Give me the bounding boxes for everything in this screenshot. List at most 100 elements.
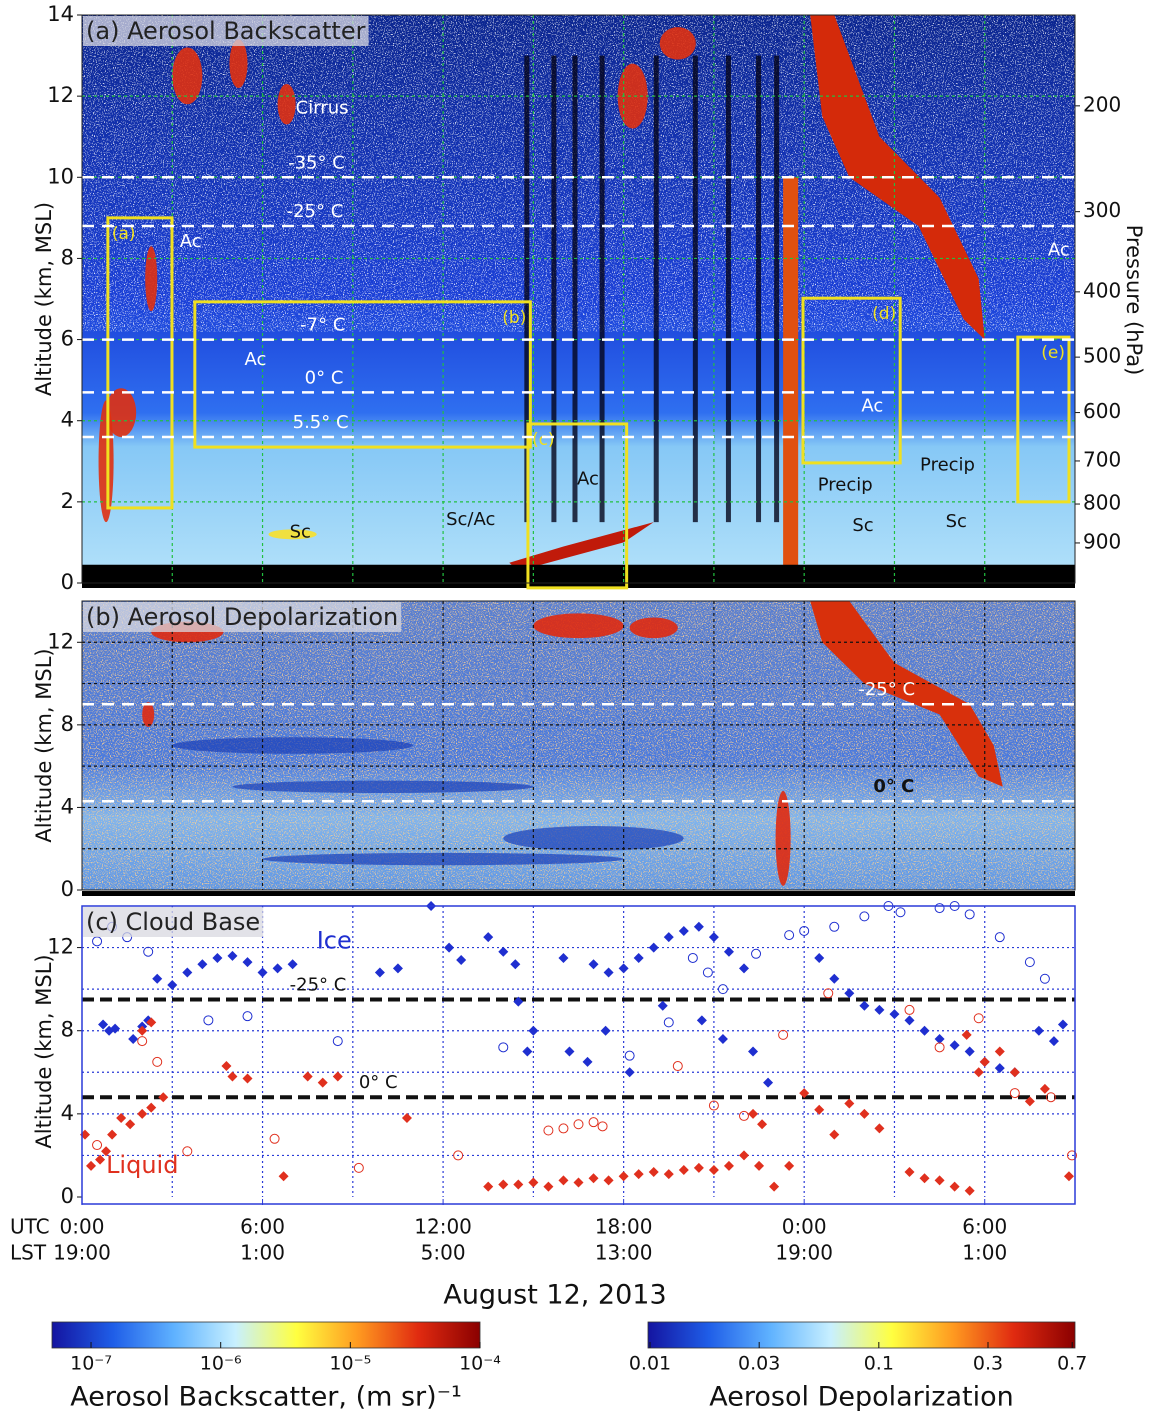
data-point — [564, 1046, 575, 1057]
data-point — [101, 1146, 112, 1157]
data-point — [597, 1121, 608, 1132]
data-point — [814, 952, 825, 963]
data-point — [904, 1004, 915, 1015]
y-tick-label: 2 — [61, 489, 74, 513]
y-tick-label: 4 — [61, 408, 74, 432]
y-tick-label: 12 — [47, 935, 74, 959]
data-point — [919, 1025, 930, 1036]
data-point — [919, 1173, 930, 1184]
signal-dropout — [572, 55, 578, 523]
data-point — [624, 1067, 635, 1078]
layer-feature — [172, 737, 413, 754]
annotation: Cirrus — [296, 97, 349, 118]
data-point — [748, 1108, 759, 1119]
layer-feature — [503, 826, 684, 851]
data-point — [272, 963, 283, 974]
data-point — [723, 946, 734, 957]
data-point — [979, 1056, 990, 1067]
data-point — [708, 1164, 719, 1175]
cloud-feature — [229, 39, 248, 89]
data-point — [392, 963, 403, 974]
data-point — [143, 946, 154, 957]
annotation: Sc — [852, 515, 873, 536]
data-point — [1039, 1083, 1050, 1094]
data-point — [739, 1150, 749, 1161]
data-point — [137, 1108, 148, 1119]
data-point — [212, 952, 223, 963]
signal-dropout — [524, 55, 530, 523]
data-point — [757, 1119, 768, 1130]
data-point — [1039, 973, 1050, 984]
data-point — [603, 967, 614, 978]
y2-tick-label: 900 — [1083, 529, 1121, 553]
data-point — [778, 1029, 789, 1040]
annotation: Ac — [577, 469, 599, 490]
data-point — [203, 1015, 214, 1026]
data-point — [973, 1067, 984, 1078]
annotation: Ac — [1048, 239, 1070, 260]
data-point — [125, 1119, 136, 1130]
y-tick-label: 10 — [47, 164, 74, 188]
data-point — [844, 988, 855, 999]
data-point — [498, 1042, 509, 1053]
colorbar-tick-label: 10⁻⁵ — [329, 1353, 371, 1375]
y2-tick-label: 600 — [1083, 399, 1121, 423]
data-point — [648, 1167, 659, 1178]
data-point — [904, 1015, 915, 1026]
data-point — [751, 948, 762, 959]
data-point — [167, 979, 178, 990]
data-point — [624, 1050, 635, 1061]
isotherm-label: 0° C — [873, 776, 914, 797]
highlight-box — [526, 422, 629, 590]
x-axis-label: August 12, 2013 — [443, 1280, 666, 1311]
data-point — [874, 1004, 885, 1015]
colorbar-title: Aerosol Backscatter, (m sr)⁻¹ — [70, 1382, 462, 1413]
highlight-box — [801, 296, 902, 465]
signal-dropout — [774, 55, 780, 523]
data-point — [672, 1061, 683, 1072]
isotherm-label: -25° C — [287, 201, 344, 222]
isotherm-label: 0° C — [359, 1072, 398, 1093]
data-point — [769, 1181, 780, 1192]
plot-frame — [81, 14, 1076, 584]
y2-tick-label: 200 — [1083, 92, 1121, 116]
y-tick-label: 6 — [61, 327, 74, 351]
data-point — [242, 957, 253, 968]
signal-dropout — [551, 55, 557, 523]
data-point — [934, 1034, 945, 1045]
highlight-box — [106, 216, 174, 510]
cloud-feature — [277, 83, 296, 125]
data-point — [1063, 1171, 1074, 1182]
cloud-feature — [98, 400, 114, 523]
data-point — [678, 925, 689, 936]
data-point — [513, 1179, 524, 1190]
cloud-feature — [629, 617, 678, 639]
data-point — [763, 1077, 774, 1088]
y-axis-label: Altitude (km, MSL) — [32, 954, 56, 1148]
data-point — [814, 1104, 825, 1115]
data-point — [543, 1125, 554, 1136]
data-point — [278, 1171, 289, 1182]
colorbar-tick-label: 10⁻⁶ — [200, 1353, 242, 1375]
cloud-feature — [268, 529, 317, 540]
data-point — [95, 1154, 106, 1165]
data-point — [663, 1017, 674, 1028]
data-point — [874, 1123, 885, 1134]
data-point — [317, 1077, 328, 1088]
data-point — [588, 959, 599, 970]
data-point — [558, 1175, 569, 1186]
data-point — [829, 973, 840, 984]
data-point — [964, 909, 975, 920]
data-point — [633, 1169, 644, 1180]
y-tick-label: 4 — [61, 794, 74, 818]
data-point — [648, 942, 659, 953]
data-point — [332, 1036, 343, 1047]
highlight-box — [1016, 335, 1071, 504]
x-row-label: UTC — [10, 1215, 50, 1239]
data-point — [1048, 1036, 1059, 1047]
cloud-feature — [659, 27, 696, 60]
data-point — [128, 1034, 139, 1045]
data-point — [657, 1000, 668, 1011]
cloud-feature — [145, 246, 158, 312]
